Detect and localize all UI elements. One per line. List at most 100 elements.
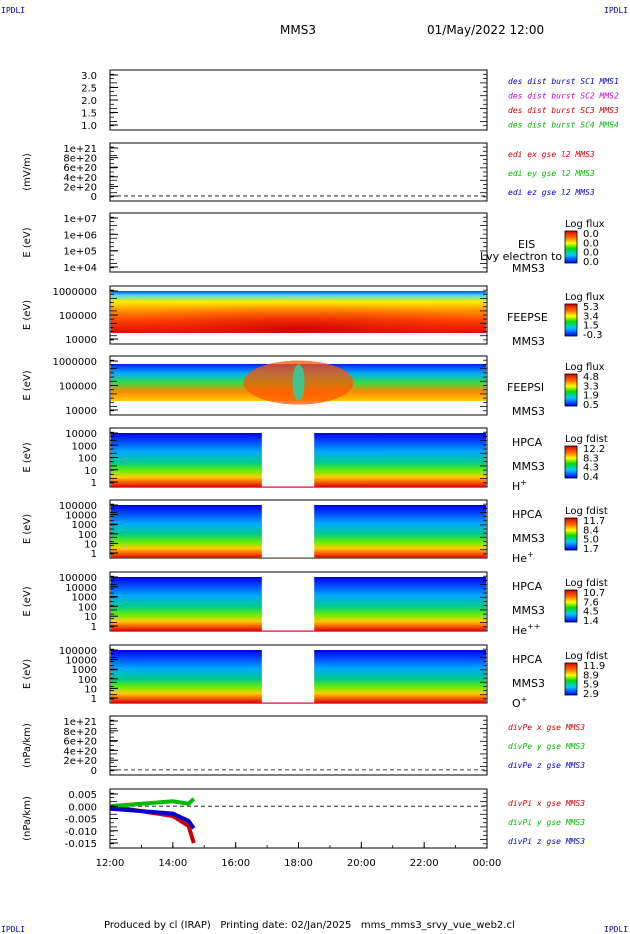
legend-entry: edi ey gse l2 MMS3 <box>508 169 595 178</box>
colorbar-tick-label: 11.7 <box>583 516 605 527</box>
panel-frame <box>109 69 488 131</box>
y-tick-label: 4e+20 <box>63 746 97 757</box>
y-tick-label: -0.010 <box>65 827 97 838</box>
colorbar-tick-label: 1.5 <box>583 321 599 332</box>
y-tick-label: 1e+04 <box>63 263 97 274</box>
species-superscript: ++ <box>527 622 540 631</box>
panel-frame <box>109 212 488 273</box>
legend-entry: edi ez gse l2 MMS3 <box>508 188 595 197</box>
y-axis-label: E (eV) <box>22 659 33 689</box>
colorbar-tick-label: 4.3 <box>583 463 599 474</box>
species-superscript: + <box>520 478 527 487</box>
y-axis-label: E (eV) <box>22 442 33 472</box>
y-axis-label: E (eV) <box>22 370 33 400</box>
datetime-title: 01/May/2022 12:00 <box>427 23 545 37</box>
spacecraft-label: MMS3 <box>512 405 545 418</box>
y-tick-label: 6e+20 <box>63 163 97 174</box>
colorbar-tick-label: 5.3 <box>583 302 599 313</box>
colorbar-tick-label: 0.0 <box>583 238 599 249</box>
colorbar-title: Log flux <box>565 292 605 303</box>
spacecraft-title: MMS3 <box>280 23 316 37</box>
y-tick-label: 1000000 <box>52 287 97 298</box>
legend-entry: des dist burst SC2 MMS2 <box>508 92 619 101</box>
species-superscript: + <box>521 695 528 704</box>
y-tick-label: 0 <box>91 766 97 777</box>
instrument-label: HPCA <box>512 653 543 666</box>
colorbar-tick-label: 0.0 <box>583 257 599 268</box>
y-tick-label: 2e+20 <box>63 182 97 193</box>
heatmap-core <box>111 291 486 333</box>
colorbar-tick-label: 4.8 <box>583 372 599 383</box>
species-label: He+ <box>512 550 534 565</box>
y-tick-label: 1 <box>91 549 97 560</box>
legend-entry: des dist burst SC4 MMS4 <box>508 121 619 130</box>
colorbar-title: Log flux <box>565 362 605 373</box>
panel-frame <box>109 788 488 849</box>
y-tick-label: 10000 <box>65 429 97 440</box>
colorbar-title: Log fdist <box>565 651 608 662</box>
y-tick-label: -0.015 <box>65 839 97 850</box>
y-tick-label: 100000 <box>59 382 97 393</box>
legend-entry: des dist burst SC3 MMS3 <box>508 106 619 115</box>
series-line <box>109 806 196 830</box>
colorbar-tick-label: 3.4 <box>583 311 599 322</box>
corner-label-bottom-left: IPDLI <box>1 925 26 934</box>
y-tick-label: 1e+21 <box>63 144 97 155</box>
colorbar-tick-label: 0.4 <box>583 472 599 483</box>
spacecraft-label: MMS3 <box>512 532 545 545</box>
data-gap <box>261 646 315 703</box>
colorbar-tick-label: 8.9 <box>583 670 599 681</box>
legend-entry: divPe x gse MMS3 <box>508 723 585 732</box>
y-tick-label: 1e+06 <box>63 230 97 241</box>
legend-entry: divPe y gse MMS3 <box>508 742 585 751</box>
x-tick-label: 00:00 <box>473 858 502 869</box>
spacecraft-label: MMS3 <box>512 604 545 617</box>
y-tick-label: 100 <box>78 530 97 541</box>
y-tick-label: 0.005 <box>68 790 97 801</box>
legend-entry: divPe z gse MMS3 <box>508 761 585 770</box>
colorbar-tick-label: -0.3 <box>583 330 603 341</box>
panel-frame <box>109 142 488 202</box>
y-tick-label: 10 <box>84 539 97 550</box>
y-tick-label: 10000 <box>65 406 97 417</box>
colorbar-tick-label: 1.9 <box>583 391 599 402</box>
y-axis-label: E (eV) <box>22 227 33 257</box>
spacecraft-label: MMS3 <box>512 677 545 690</box>
species-base: He <box>512 552 527 565</box>
y-axis-label: (nPa/km) <box>22 796 33 841</box>
y-tick-label: 10000 <box>65 583 97 594</box>
data-gap <box>261 501 315 558</box>
y-tick-label: 100 <box>78 675 97 686</box>
x-tick-label: 16:00 <box>221 858 250 869</box>
colorbar-tick-label: 2.9 <box>583 689 599 700</box>
y-tick-label: 1000 <box>72 665 97 676</box>
y-tick-label: 2e+20 <box>63 756 97 767</box>
corner-label-top-right: IPDLI <box>604 6 629 15</box>
y-tick-label: 1000000 <box>52 357 97 368</box>
y-tick-label: 100000 <box>59 311 97 322</box>
colorbar-tick-label: 0.5 <box>583 400 599 411</box>
y-tick-label: 100 <box>78 454 97 465</box>
colorbar <box>564 517 578 551</box>
colorbar-tick-label: 7.6 <box>583 597 599 608</box>
colorbar-tick-label: 11.9 <box>583 661 605 672</box>
colorbar-tick-label: 10.7 <box>583 588 605 599</box>
heatmap-cool-notch <box>292 364 305 401</box>
species-base: He <box>512 624 527 637</box>
legend-entry: divPi z gse MMS3 <box>508 837 585 846</box>
y-tick-label: 1 <box>91 478 97 489</box>
species-base: O <box>512 697 521 710</box>
spacecraft-label: MMS3 <box>512 335 545 348</box>
y-tick-label: 1 <box>91 694 97 705</box>
colorbar-tick-label: 1.4 <box>583 616 599 627</box>
data-gap <box>261 429 315 487</box>
x-tick-label: 22:00 <box>410 858 439 869</box>
y-tick-label: 10000 <box>65 656 97 667</box>
y-axis-label: E (eV) <box>22 586 33 616</box>
y-tick-label: 10 <box>84 684 97 695</box>
legend-entry: des dist burst SC1 MMS1 <box>508 77 619 86</box>
colorbar <box>564 445 578 479</box>
y-tick-label: 1000 <box>72 441 97 452</box>
colorbar-title: Log fdist <box>565 506 608 517</box>
